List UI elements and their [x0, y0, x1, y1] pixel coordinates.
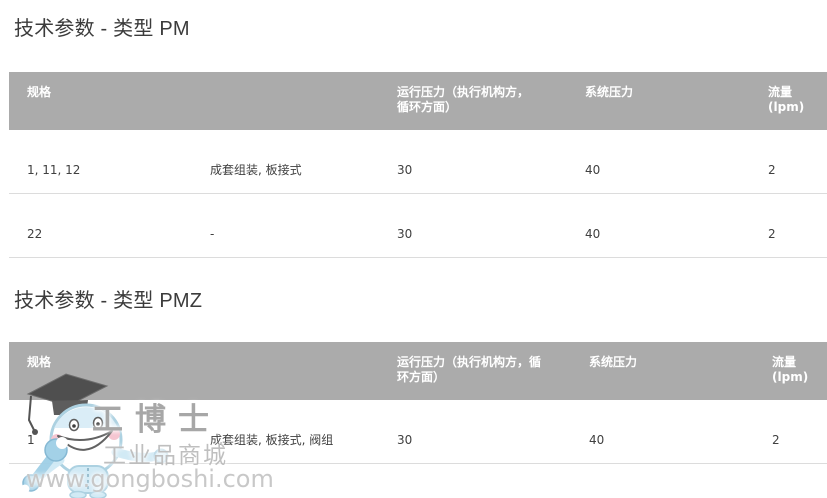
- header-cell-flow: 流量 (lpm): [750, 72, 827, 130]
- header-cell-system-pressure: 系统压力: [567, 72, 750, 130]
- header-cell-spec: 规格: [9, 342, 192, 400]
- table-pm-header-row: 规格 运行压力（执行机构方， 循环方面） 系统压力 流量 (lpm): [9, 72, 827, 130]
- table-row: 1 成套组装, 板接式, 阀组 30 40 2: [9, 400, 827, 464]
- header-cell-empty: [192, 342, 379, 400]
- header-cell-flow: 流量 (lpm): [754, 342, 827, 400]
- cell-operating-pressure: 30: [379, 194, 567, 257]
- header-cell-empty: [192, 72, 379, 130]
- cell-flow: 2: [754, 400, 827, 463]
- cell-flow: 2: [750, 130, 827, 193]
- watermark-url-text: www.gongboshi.com: [26, 465, 274, 493]
- table-row: 22 - 30 40 2: [9, 194, 827, 258]
- cell-spec: 22: [9, 194, 192, 257]
- section-title-pmz: 技术参数 - 类型 PMZ: [14, 288, 827, 314]
- cell-operating-pressure: 30: [379, 130, 567, 193]
- header-cell-system-pressure: 系统压力: [571, 342, 754, 400]
- header-cell-spec: 规格: [9, 72, 192, 130]
- cell-operating-pressure: 30: [379, 400, 571, 463]
- cell-system-pressure: 40: [571, 400, 754, 463]
- cell-spec: 1: [9, 400, 192, 463]
- cell-system-pressure: 40: [567, 194, 750, 257]
- cell-flow: 2: [750, 194, 827, 257]
- cell-system-pressure: 40: [567, 130, 750, 193]
- header-cell-operating-pressure: 运行压力（执行机构方，循 环方面）: [379, 342, 571, 400]
- section-title-pm: 技术参数 - 类型 PM: [14, 16, 827, 42]
- cell-assembly: 成套组装, 板接式: [192, 130, 379, 193]
- cell-assembly: -: [192, 194, 379, 257]
- table-pmz: 规格 运行压力（执行机构方，循 环方面） 系统压力 流量 (lpm) 1 成套组…: [9, 342, 827, 464]
- table-pm: 规格 运行压力（执行机构方， 循环方面） 系统压力 流量 (lpm) 1, 11…: [9, 72, 827, 258]
- cell-assembly: 成套组装, 板接式, 阀组: [192, 400, 379, 463]
- table-pmz-header-row: 规格 运行压力（执行机构方，循 环方面） 系统压力 流量 (lpm): [9, 342, 827, 400]
- header-cell-operating-pressure: 运行压力（执行机构方， 循环方面）: [379, 72, 567, 130]
- cell-spec: 1, 11, 12: [9, 130, 192, 193]
- table-row: 1, 11, 12 成套组装, 板接式 30 40 2: [9, 130, 827, 194]
